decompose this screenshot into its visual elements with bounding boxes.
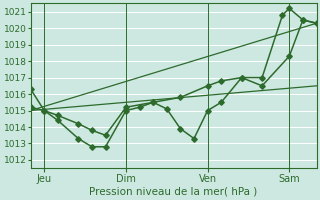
X-axis label: Pression niveau de la mer( hPa ): Pression niveau de la mer( hPa ) [90, 187, 258, 197]
